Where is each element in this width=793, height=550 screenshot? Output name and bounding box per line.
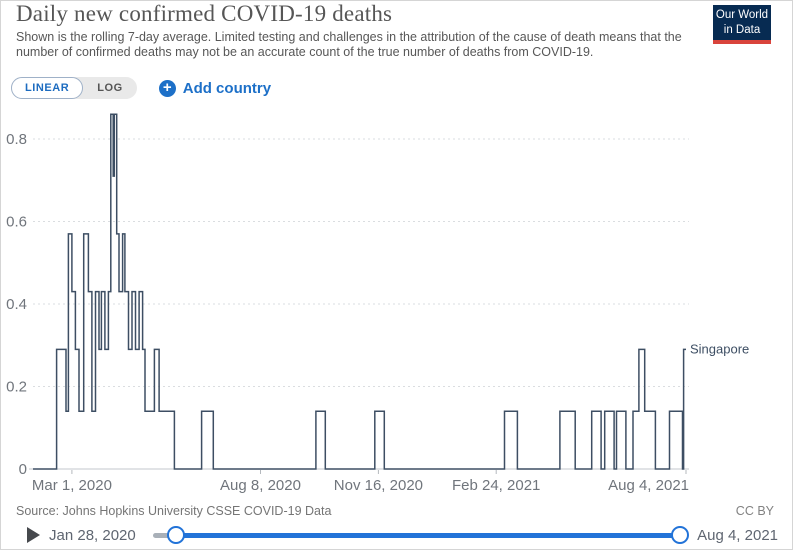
add-country-label: Add country: [182, 79, 272, 97]
timeline-track-unselected: [152, 532, 177, 538]
source-note: Source: Johns Hopkins University CSSE CO…: [16, 504, 332, 518]
svg-text:Aug 8, 2020: Aug 8, 2020: [220, 477, 301, 494]
timeline-end-handle[interactable]: [671, 526, 690, 544]
svg-text:0: 0: [19, 461, 27, 478]
page-title: Daily new confirmed COVID-19 deaths: [16, 1, 393, 26]
log-scale-button[interactable]: LOG: [83, 77, 136, 99]
svg-text:Aug 4, 2021: Aug 4, 2021: [608, 477, 689, 494]
svg-text:Nov 16, 2020: Nov 16, 2020: [334, 477, 423, 494]
svg-text:Feb 24, 2021: Feb 24, 2021: [452, 477, 540, 494]
linear-scale-button[interactable]: LINEAR: [11, 77, 84, 99]
scale-toggle: LINEAR LOG: [11, 77, 137, 99]
timeline-start-date[interactable]: Jan 28, 2020: [49, 526, 136, 544]
plus-icon: +: [158, 79, 176, 97]
owid-logo-stripe: [713, 39, 771, 44]
svg-text:0.8: 0.8: [6, 131, 27, 148]
chart-footer: Source: Johns Hopkins University CSSE CO…: [16, 504, 774, 518]
chart-subtitle: Shown is the rolling 7-day average. Limi…: [16, 30, 682, 59]
add-country-button[interactable]: + Add country: [158, 79, 272, 97]
owid-logo[interactable]: Our World in Data: [713, 5, 771, 44]
chart-controls: LINEAR LOG + Add country: [11, 77, 271, 99]
timeline-start-handle[interactable]: [167, 526, 186, 544]
svg-text:Mar 1, 2020: Mar 1, 2020: [32, 477, 112, 494]
timeline-track-selected: [176, 532, 681, 538]
license-link[interactable]: CC BY: [735, 504, 774, 518]
svg-text:0.2: 0.2: [6, 379, 27, 396]
line-chart[interactable]: 0 0.2 0.4 0.6 0.8 Mar 1, 2020 Aug 8, 2020 Nov 1…: [1, 101, 793, 501]
series-end-label: Singapore: [690, 341, 749, 356]
owid-logo-text: Our World in Data: [713, 5, 771, 40]
timeline: Jan 28, 2020 Aug 4, 2021: [27, 522, 778, 548]
timeline-end-date[interactable]: Aug 4, 2021: [697, 526, 778, 544]
svg-text:0.6: 0.6: [6, 214, 27, 231]
timeline-slider[interactable]: [152, 526, 690, 544]
svg-text:0.4: 0.4: [6, 296, 27, 313]
play-button[interactable]: [27, 527, 40, 543]
